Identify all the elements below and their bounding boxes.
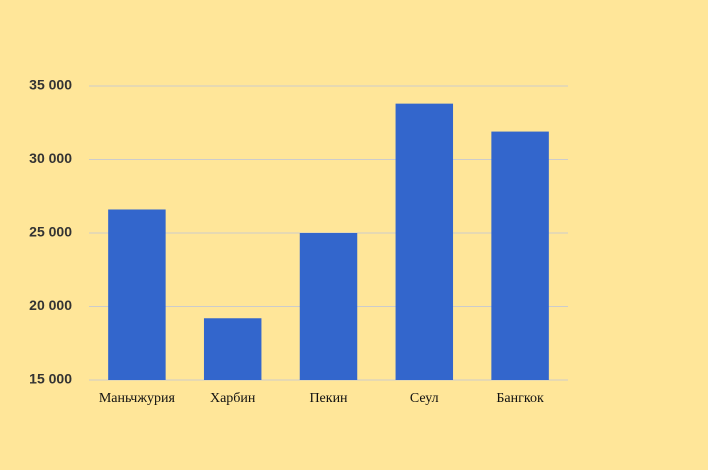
bar bbox=[299, 233, 358, 380]
bar bbox=[491, 131, 549, 380]
x-tick-label: Маньчжурия bbox=[99, 391, 176, 406]
x-tick-label: Бангкок bbox=[496, 391, 544, 406]
x-tick-label: Сеул bbox=[410, 391, 439, 406]
y-tick-label: 30 000 bbox=[29, 150, 72, 166]
y-tick-label: 35 000 bbox=[29, 77, 72, 93]
bar bbox=[108, 209, 166, 380]
bar bbox=[395, 103, 454, 380]
bar bbox=[203, 318, 262, 380]
y-tick-label: 20 000 bbox=[29, 297, 72, 313]
x-tick-label: Пекин bbox=[309, 391, 348, 406]
y-tick-label: 15 000 bbox=[29, 371, 72, 387]
x-tick-label: Харбин bbox=[210, 391, 256, 406]
y-tick-label: 25 000 bbox=[29, 224, 72, 240]
